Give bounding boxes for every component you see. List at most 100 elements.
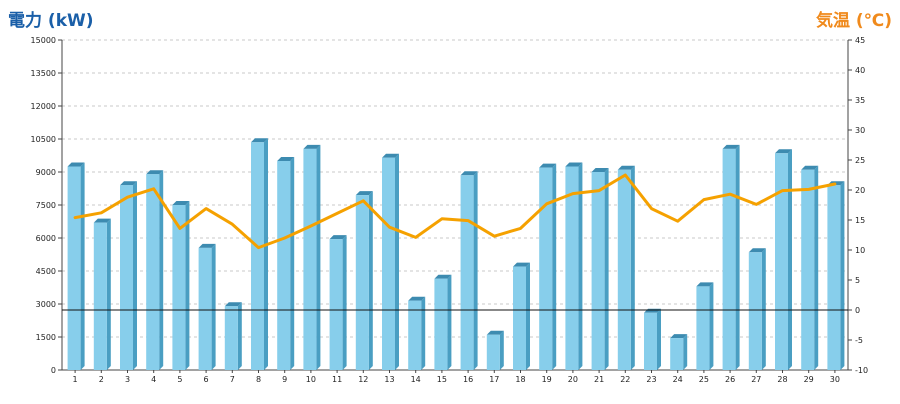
- bar: [696, 282, 714, 370]
- temperature-point: [335, 212, 339, 215]
- bar-top: [539, 163, 557, 168]
- x-tick-label: 11: [332, 375, 342, 384]
- left-tick-label: 0: [51, 366, 56, 375]
- temperature-point: [493, 235, 496, 238]
- x-tick-label: 30: [830, 375, 840, 384]
- bar-top: [329, 235, 347, 240]
- bar-front: [827, 185, 841, 370]
- temperature-point: [362, 199, 365, 202]
- bar: [486, 330, 504, 370]
- bar-side: [735, 144, 740, 370]
- temperature-point: [833, 182, 837, 186]
- bar-top: [93, 218, 111, 223]
- bar-top: [67, 162, 85, 167]
- bar-top: [120, 181, 137, 186]
- bar-front: [120, 185, 133, 370]
- bar-side: [211, 243, 216, 370]
- temperature-point: [781, 189, 784, 192]
- x-tick-label: 16: [463, 375, 473, 384]
- x-tick-label: 5: [177, 375, 182, 384]
- bar-side: [368, 191, 373, 370]
- right-tick-label: -5: [855, 336, 863, 345]
- x-tick-label: 25: [699, 375, 709, 384]
- bar-top: [224, 302, 242, 307]
- right-tick-label: 35: [855, 96, 865, 105]
- x-tick-label: 21: [594, 375, 604, 384]
- bar-side: [526, 262, 530, 370]
- x-tick-label: 28: [777, 375, 787, 384]
- left-axis-title: 電力 (kW): [8, 11, 94, 31]
- bar-front: [434, 278, 448, 370]
- bar: [146, 170, 164, 370]
- bar-side: [80, 162, 85, 370]
- bar-side: [630, 165, 635, 370]
- bar: [748, 248, 766, 370]
- bar-front: [198, 247, 212, 370]
- bar-side: [342, 235, 347, 370]
- temperature-point: [204, 207, 208, 210]
- bar-top: [486, 330, 504, 335]
- bar: [565, 162, 583, 370]
- bar: [251, 138, 268, 370]
- temperature-point: [571, 192, 575, 195]
- bar-side: [316, 144, 321, 370]
- x-tick-label: 27: [751, 375, 761, 384]
- x-tick-label: 1: [73, 375, 78, 384]
- bar-side: [788, 149, 792, 370]
- bar-top: [277, 157, 295, 161]
- bar-side: [499, 330, 504, 370]
- temperature-point: [231, 223, 234, 226]
- left-tick-label: 4500: [36, 267, 56, 276]
- left-tick-label: 12000: [31, 102, 56, 111]
- bar-side: [709, 282, 714, 370]
- left-tick-label: 10500: [31, 135, 56, 144]
- temperature-point: [178, 227, 182, 230]
- temperature-point: [126, 196, 129, 199]
- bar-side: [683, 334, 688, 370]
- bar: [827, 181, 845, 370]
- temperature-point: [257, 246, 260, 249]
- left-tick-label: 1500: [36, 333, 56, 342]
- right-axis-title: 気温 (℃): [815, 11, 892, 31]
- bar-side: [395, 153, 399, 370]
- bar-top: [801, 165, 819, 170]
- bar-top: [617, 165, 635, 170]
- bar: [67, 162, 85, 370]
- left-tick-label: 13500: [31, 69, 56, 78]
- bar-top: [748, 248, 766, 253]
- bar-top: [382, 153, 399, 158]
- bar: [303, 144, 321, 370]
- x-tick-label: 15: [437, 375, 447, 384]
- bar-top: [408, 296, 426, 301]
- temperature-line: [73, 173, 837, 250]
- temperature-point: [728, 193, 732, 196]
- bar-front: [329, 239, 343, 370]
- bar-front: [146, 174, 160, 370]
- bar-side: [185, 201, 190, 370]
- bar-front: [382, 157, 395, 370]
- bar-side: [578, 162, 583, 370]
- bar-side: [159, 170, 164, 370]
- bar-side: [106, 218, 111, 370]
- bar-front: [251, 142, 264, 370]
- bar: [329, 235, 347, 370]
- bar-top: [775, 149, 792, 154]
- x-tick-label: 9: [282, 375, 287, 384]
- x-tick-label: 24: [673, 375, 683, 384]
- temperature-point: [702, 198, 706, 201]
- temperature-point: [309, 224, 313, 228]
- bar-top: [355, 191, 373, 196]
- bar: [513, 262, 530, 370]
- bar-front: [486, 334, 500, 370]
- bar-top: [434, 274, 452, 279]
- right-tick-label: 20: [855, 186, 865, 195]
- bar-side: [761, 248, 766, 370]
- bar-top: [198, 243, 216, 248]
- bar-front: [748, 252, 762, 370]
- temperature-point: [152, 187, 155, 190]
- temperature-point: [466, 219, 470, 222]
- x-tick-label: 14: [411, 375, 421, 384]
- left-tick-label: 15000: [31, 36, 56, 45]
- x-tick-label: 10: [306, 375, 316, 384]
